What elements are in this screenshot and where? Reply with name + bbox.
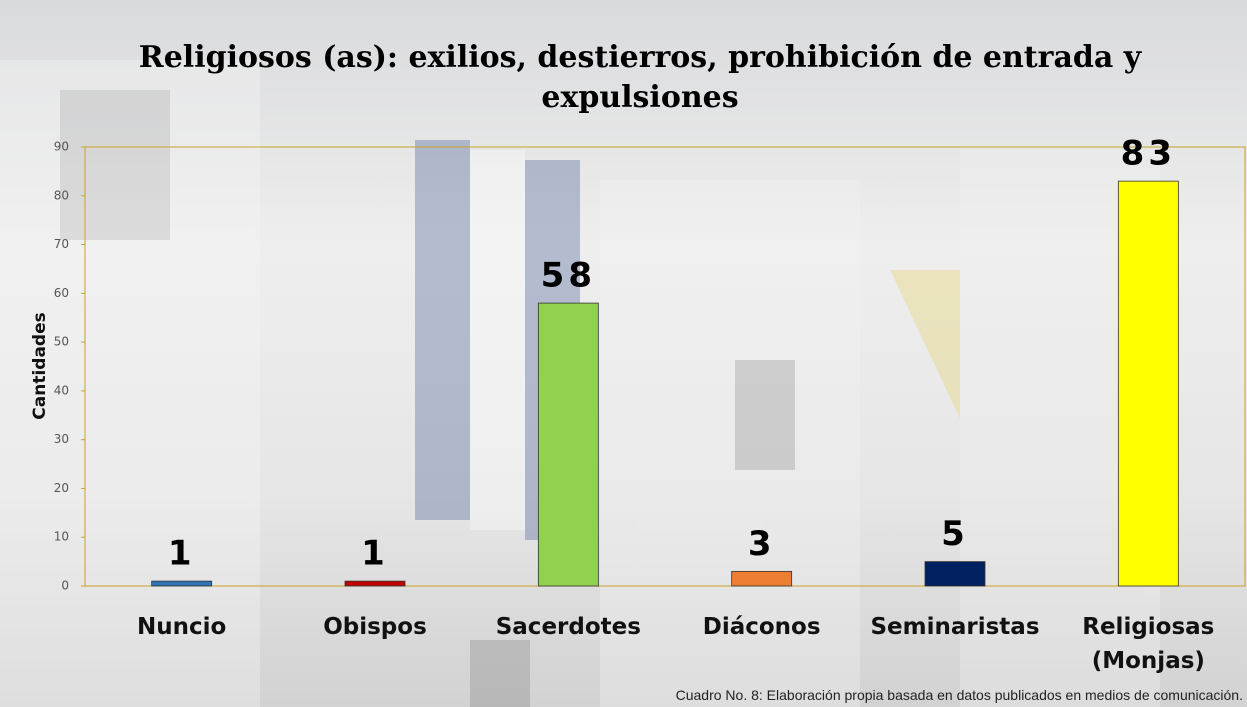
bar bbox=[345, 581, 405, 586]
x-tick-label: Sacerdotes bbox=[473, 610, 663, 644]
y-tick-label: 10 bbox=[54, 530, 69, 544]
x-tick-label: Seminaristas bbox=[860, 610, 1050, 644]
y-axis-label: Cantidades bbox=[30, 312, 50, 419]
value-label: 83 bbox=[1121, 134, 1176, 174]
chart-title: Religiosos (as): exilios, destierros, pr… bbox=[80, 38, 1200, 118]
bar bbox=[152, 581, 212, 586]
y-tick-label: 0 bbox=[61, 579, 69, 593]
y-tick-label: 80 bbox=[54, 188, 69, 202]
value-label: 3 bbox=[748, 524, 776, 564]
y-tick-label: 90 bbox=[54, 140, 69, 154]
chart: Cantidades 010203040506070809011583583 R… bbox=[0, 0, 1247, 707]
bar bbox=[538, 303, 598, 586]
y-tick-label: 60 bbox=[54, 286, 69, 300]
value-label: 1 bbox=[168, 534, 196, 574]
bar bbox=[732, 571, 792, 586]
bar bbox=[925, 562, 985, 586]
y-tick-label: 40 bbox=[54, 383, 69, 397]
y-tick-label: 70 bbox=[54, 237, 69, 251]
y-tick-label: 30 bbox=[54, 432, 69, 446]
source-note: Cuadro No. 8: Elaboración propia basada … bbox=[676, 687, 1243, 703]
x-tick-label: Diáconos bbox=[667, 610, 857, 644]
x-tick-label: Religiosas (Monjas) bbox=[1053, 610, 1243, 678]
value-label: 1 bbox=[361, 534, 389, 574]
y-tick-label: 50 bbox=[54, 335, 69, 349]
value-label: 58 bbox=[541, 256, 596, 296]
value-label: 5 bbox=[941, 514, 969, 554]
bar bbox=[1118, 181, 1178, 586]
y-tick-label: 20 bbox=[54, 481, 69, 495]
x-tick-label: Nuncio bbox=[87, 610, 277, 644]
x-tick-label: Obispos bbox=[280, 610, 470, 644]
